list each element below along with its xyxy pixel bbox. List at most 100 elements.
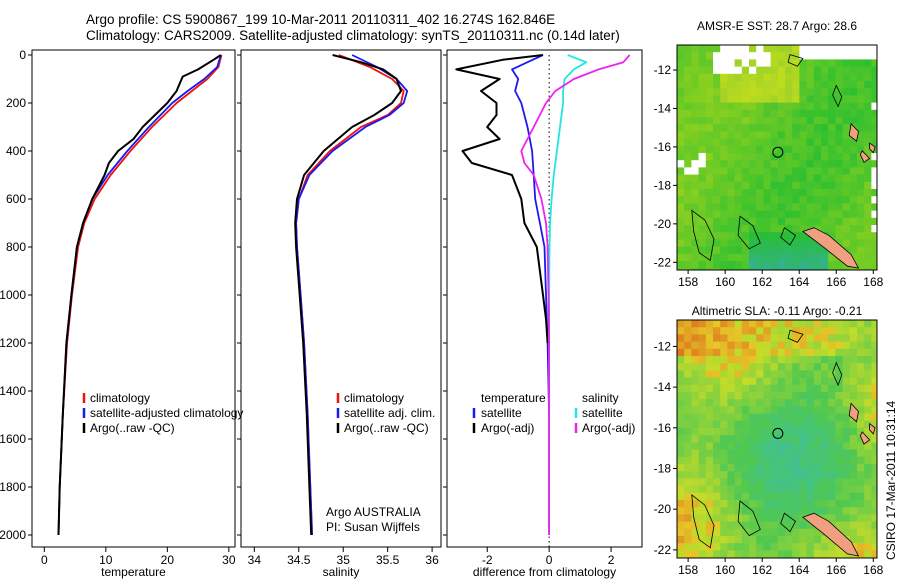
heatmap-cell — [871, 341, 877, 350]
heatmap-cell — [684, 528, 692, 537]
heatmap-cell — [677, 327, 685, 335]
heatmap-cell — [684, 95, 692, 103]
heatmap-cell — [821, 334, 829, 342]
heatmap-cell — [749, 392, 757, 400]
heatmap-cell — [821, 384, 829, 393]
heatmap-cell — [713, 196, 721, 204]
heatmap-cell — [727, 507, 735, 515]
heatmap-cell — [821, 320, 829, 328]
heatmap-cell — [777, 456, 786, 465]
heatmap-cell — [677, 217, 685, 226]
heatmap-cell — [813, 456, 822, 465]
heatmap-cell — [799, 189, 807, 197]
heatmap-cell — [698, 81, 707, 89]
heatmap-cell — [756, 225, 764, 233]
heatmap-cell — [849, 268, 858, 270]
heatmap-cell — [756, 320, 764, 328]
heatmap-cell — [864, 514, 872, 522]
heatmap-cell — [785, 189, 793, 197]
heatmap-cell — [756, 536, 764, 544]
heatmap-cell — [734, 138, 743, 147]
heatmap-cell — [770, 370, 779, 378]
heatmap-cell — [734, 464, 743, 472]
heatmap-cell — [734, 131, 743, 139]
heatmap-cell — [698, 109, 707, 118]
heatmap-cell — [842, 117, 851, 125]
heatmap-cell — [741, 102, 750, 111]
heatmap-cell — [849, 52, 858, 60]
heatmap-cell — [705, 52, 714, 60]
heatmap-cell — [792, 528, 800, 537]
heatmap-cell — [785, 45, 793, 53]
heatmap-cell — [835, 392, 843, 400]
heatmap-cell — [821, 392, 829, 400]
heatmap-cell — [849, 384, 858, 393]
reef-outline — [832, 84, 843, 108]
x-tick-label: 34 — [248, 553, 262, 567]
heatmap-cell — [677, 377, 685, 386]
heatmap-cell — [720, 543, 728, 551]
heatmap-cell — [849, 145, 858, 154]
heatmap-cell — [849, 528, 858, 537]
legend-entry-label: satellite-adjusted climatology — [90, 406, 243, 420]
y-tick-label: -12 — [654, 339, 672, 353]
heatmap-cell — [849, 428, 858, 436]
heatmap-cell — [842, 514, 851, 522]
heatmap-cell — [828, 507, 836, 515]
heatmap-cell — [677, 181, 685, 190]
heatmap-cell — [763, 225, 771, 233]
heatmap-cell — [828, 471, 836, 479]
heatmap-cell — [835, 428, 843, 436]
heatmap-cell — [785, 196, 793, 204]
heatmap-cell — [691, 246, 699, 255]
heatmap-cell — [842, 73, 851, 82]
heatmap-cell — [777, 471, 786, 479]
heatmap-cell — [763, 59, 771, 67]
heatmap-cell — [857, 485, 865, 494]
heatmap-cell — [777, 406, 786, 414]
heatmap-cell — [713, 392, 721, 400]
heatmap-cell — [849, 478, 858, 486]
x-tick-label: 158 — [678, 563, 698, 577]
heatmap-cell — [785, 239, 793, 247]
heatmap-cell — [864, 95, 872, 103]
heatmap-cell — [727, 153, 735, 161]
heatmap-cell — [691, 268, 699, 270]
heatmap-cell — [828, 320, 836, 328]
heatmap-cell — [705, 268, 714, 270]
heatmap-cell — [734, 341, 743, 350]
heatmap-cell — [842, 449, 851, 458]
heatmap-cell — [720, 435, 728, 443]
heatmap-cell — [842, 52, 851, 60]
heatmap-cell — [749, 492, 757, 501]
heatmap-cell — [821, 435, 829, 443]
heatmap-cell — [756, 73, 764, 82]
heatmap-cell — [763, 124, 771, 132]
heatmap-cell — [813, 203, 822, 211]
heatmap-cell — [871, 232, 877, 240]
heatmap-cell — [698, 370, 707, 378]
heatmap-cell — [763, 550, 771, 558]
heatmap-cell — [806, 543, 815, 551]
heatmap-cell — [871, 160, 877, 168]
heatmap-cell — [792, 399, 800, 407]
annotation-line: Argo AUSTRALIA — [326, 505, 421, 519]
heatmap-cell — [857, 124, 865, 132]
heatmap-cell — [842, 471, 851, 479]
heatmap-cell — [785, 109, 793, 118]
heatmap-cell — [684, 543, 692, 551]
heatmap-cell — [871, 406, 877, 414]
heatmap-cell — [720, 449, 728, 458]
heatmap-cell — [741, 261, 750, 269]
heatmap-cell — [770, 88, 779, 96]
heatmap-cell — [741, 348, 750, 357]
heatmap-cell — [777, 341, 786, 350]
heatmap-cell — [792, 210, 800, 219]
heatmap-cell — [720, 550, 728, 558]
heatmap-cell — [741, 246, 750, 255]
heatmap-cell — [799, 471, 807, 479]
heatmap-cell — [821, 196, 829, 204]
heatmap-cell — [857, 261, 865, 269]
heatmap-cell — [741, 500, 750, 508]
chart-title-line1: Argo profile: CS 5900867_199 10-Mar-2011… — [86, 12, 556, 27]
